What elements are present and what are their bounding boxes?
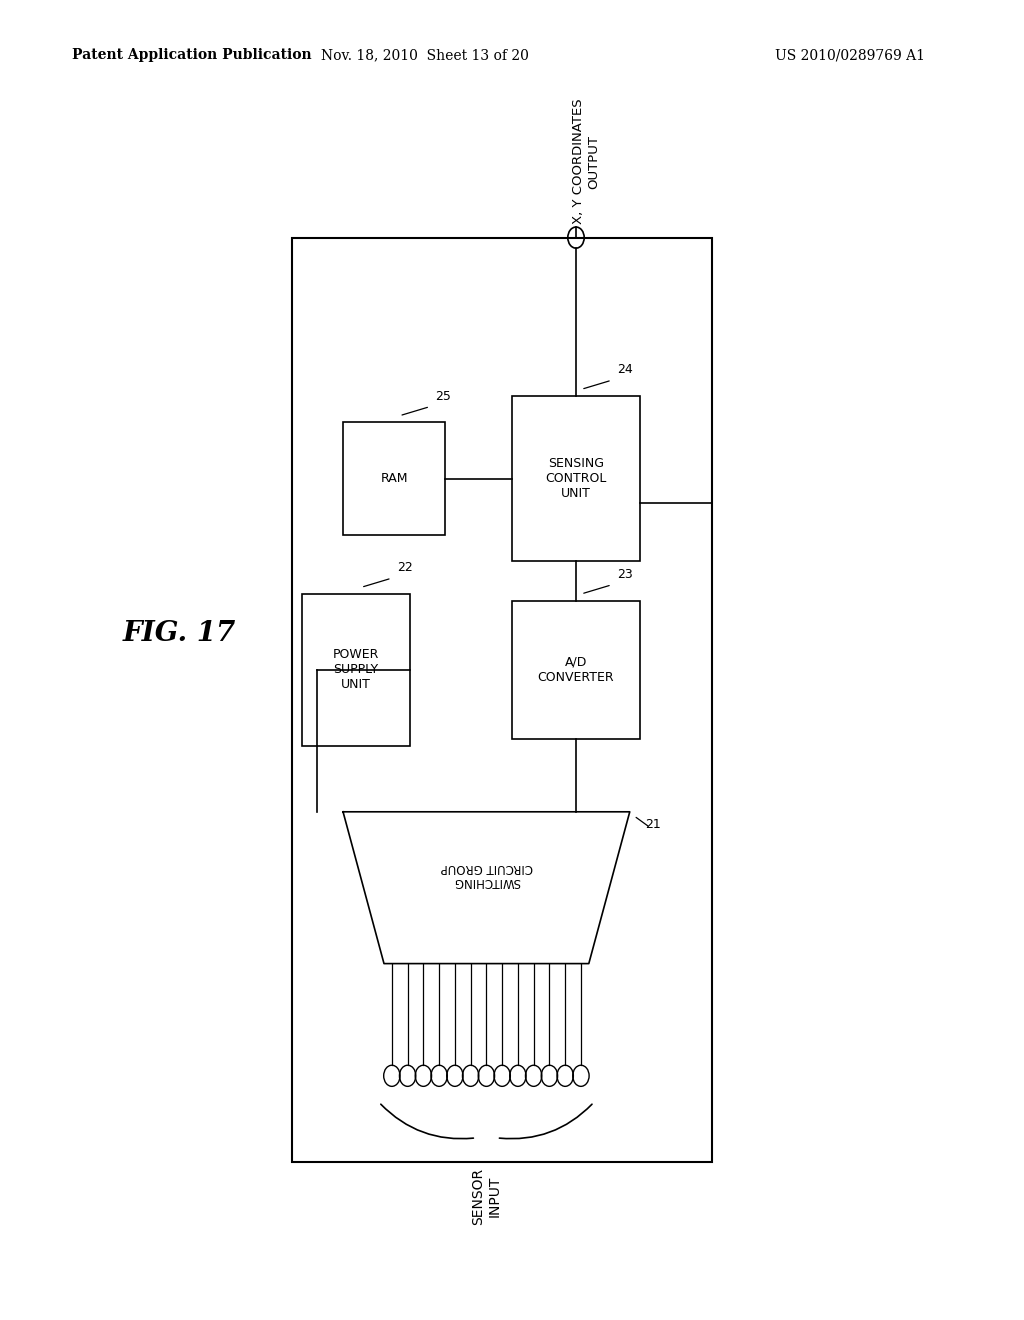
Text: SWITCHING
CIRCUIT GROUP: SWITCHING CIRCUIT GROUP [440, 861, 532, 888]
Polygon shape [343, 812, 630, 964]
Text: X, Y COORDINATES
OUTPUT: X, Y COORDINATES OUTPUT [572, 99, 600, 224]
Text: RAM: RAM [381, 473, 408, 484]
Bar [302, 594, 410, 746]
Text: 22: 22 [396, 561, 413, 574]
Text: Patent Application Publication: Patent Application Publication [72, 49, 311, 62]
Text: 25: 25 [435, 389, 452, 403]
Text: SENSOR
INPUT: SENSOR INPUT [471, 1168, 502, 1225]
Text: 24: 24 [616, 363, 633, 376]
Text: FIG. 17: FIG. 17 [123, 620, 236, 647]
Text: A/D
CONVERTER: A/D CONVERTER [538, 656, 614, 684]
Bar [512, 396, 640, 561]
Text: SENSING
CONTROL
UNIT: SENSING CONTROL UNIT [546, 457, 606, 500]
Bar [512, 601, 640, 739]
Text: US 2010/0289769 A1: US 2010/0289769 A1 [775, 49, 925, 62]
Bar [292, 238, 712, 1162]
Text: POWER
SUPPLY
UNIT: POWER SUPPLY UNIT [333, 648, 379, 692]
Bar [343, 422, 445, 535]
Text: 21: 21 [645, 818, 660, 832]
Text: Nov. 18, 2010  Sheet 13 of 20: Nov. 18, 2010 Sheet 13 of 20 [321, 49, 529, 62]
Text: 23: 23 [616, 568, 633, 581]
